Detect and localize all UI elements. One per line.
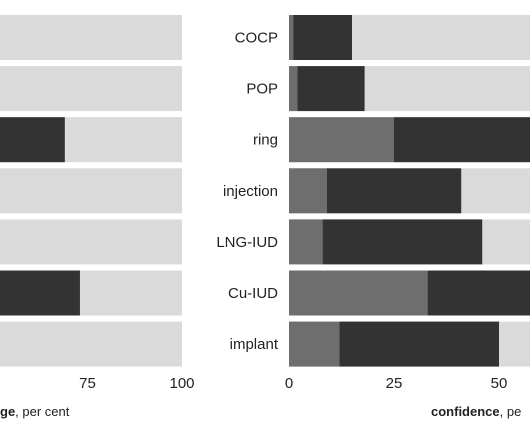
right-x-tick-50: 50 xyxy=(491,375,508,392)
right-bar-medium-injection xyxy=(289,168,327,214)
right-bar-medium-lng-iud xyxy=(289,219,323,265)
category-label-implant: implant xyxy=(230,336,279,353)
right-x-axis-title-rest: , pe xyxy=(500,404,522,419)
left-bar-bg-pop xyxy=(0,66,182,112)
right-bar-dark-lng-iud xyxy=(322,219,483,265)
category-label-ring: ring xyxy=(253,132,278,149)
left-x-axis-title-bold: ge xyxy=(0,404,15,419)
right-x-axis-title: confidence, pe xyxy=(431,404,521,419)
left-x-axis-title: ge, per cent xyxy=(0,404,70,419)
right-bar-medium-pop xyxy=(289,66,298,112)
right-bar-medium-ring xyxy=(289,117,394,163)
right-bar-medium-implant xyxy=(289,321,340,367)
right-bar-dark-injection xyxy=(326,168,462,214)
category-label-injection: injection xyxy=(223,183,278,200)
category-label-lng-iud: LNG-IUD xyxy=(216,234,278,251)
right-bar-dark-cocp xyxy=(293,15,352,60)
right-x-tick-25: 25 xyxy=(386,375,403,392)
right-chart-panel: COCP POP ring injection LNG-IUD Cu-IUD implant… xyxy=(216,15,530,392)
right-bar-medium-cocp xyxy=(289,15,294,60)
category-label-pop: POP xyxy=(246,81,278,98)
left-x-tick-75: 75 xyxy=(79,375,96,392)
right-bar-medium-cu-iud xyxy=(289,270,428,316)
right-bar-dark-ring xyxy=(394,117,530,163)
left-x-tick-100: 100 xyxy=(169,375,194,392)
category-label-cu-iud: Cu-IUD xyxy=(228,285,278,302)
left-bar-dark-cu-iud xyxy=(0,270,80,316)
left-bar-dark-ring xyxy=(0,117,65,163)
right-bar-dark-pop xyxy=(297,66,365,112)
right-x-tick-0: 0 xyxy=(285,375,293,392)
left-bar-bg-lng-iud xyxy=(0,219,182,265)
left-x-axis-title-rest: , per cent xyxy=(15,404,70,419)
left-bar-bg-implant xyxy=(0,321,182,367)
left-chart-panel: 75 100 xyxy=(0,15,195,392)
right-bar-dark-implant xyxy=(339,321,499,367)
right-bar-dark-cu-iud xyxy=(427,270,530,316)
category-label-cocp: COCP xyxy=(235,30,278,47)
left-bar-bg-injection xyxy=(0,168,182,214)
left-bar-bg-cocp xyxy=(0,15,182,60)
right-x-axis-title-bold: confidence xyxy=(431,404,500,419)
